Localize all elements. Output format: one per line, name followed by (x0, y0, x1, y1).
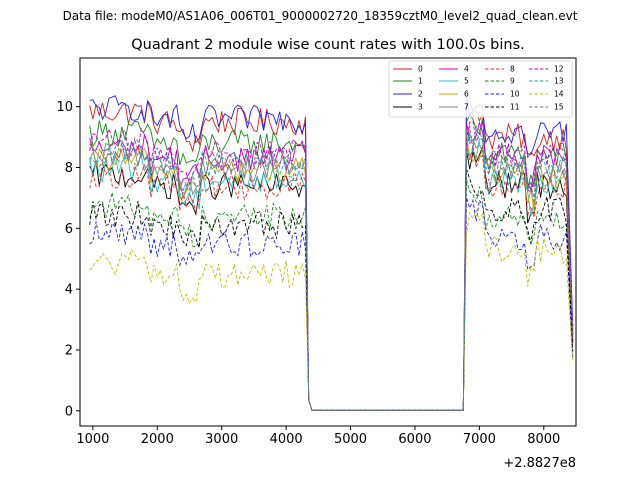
y-tick-label: 6 (65, 222, 73, 237)
legend-label-11: 11 (510, 103, 520, 112)
legend-label-4: 4 (464, 65, 469, 74)
axes-frame (79, 57, 577, 427)
legend-label-12: 12 (554, 65, 564, 74)
y-tick-label: 4 (65, 283, 73, 298)
chart-title: Quadrant 2 module wise count rates with … (131, 37, 525, 53)
legend-label-3: 3 (418, 103, 423, 112)
y-tick-label: 8 (65, 161, 73, 176)
legend-label-7: 7 (464, 103, 469, 112)
series-line-15 (89, 125, 574, 411)
legend-label-13: 13 (554, 77, 564, 86)
x-axis: 1000 2000 3000 4000 5000 6000 7000 8000 (76, 426, 560, 447)
series-line-8 (89, 145, 574, 411)
series-line-2 (89, 95, 574, 411)
x-tick-label: 4000 (270, 432, 303, 447)
x-tick-label: 2000 (141, 432, 174, 447)
legend-frame (388, 60, 573, 118)
series-group (89, 95, 574, 411)
y-tick-label: 10 (56, 100, 73, 115)
series-line-13 (89, 127, 574, 411)
legend-label-10: 10 (510, 90, 520, 99)
legend-label-5: 5 (464, 77, 469, 86)
series-line-1 (89, 114, 574, 411)
series-line-12 (89, 120, 574, 411)
legend-label-9: 9 (510, 77, 515, 86)
x-offset-label: +2.8827e8 (503, 456, 576, 471)
y-tick-label: 0 (65, 404, 73, 419)
x-tick-label: 5000 (334, 432, 367, 447)
legend-label-1: 1 (418, 77, 423, 86)
axes-background (80, 58, 576, 426)
legend-label-2: 2 (418, 90, 423, 99)
x-tick-label: 6000 (398, 432, 431, 447)
series-line-11 (89, 169, 574, 411)
x-tick-label: 8000 (527, 432, 560, 447)
legend-label-14: 14 (554, 90, 564, 99)
legend-label-15: 15 (554, 103, 564, 112)
plot-area (79, 57, 577, 427)
series-line-5 (89, 138, 574, 411)
legend-label-8: 8 (510, 65, 515, 74)
x-tick-label: 1000 (76, 432, 109, 447)
legend-label-0: 0 (418, 65, 423, 74)
legend-label-6: 6 (464, 90, 469, 99)
suptitle: Data file: modeM0/AS1A06_006T01_90000027… (63, 9, 578, 23)
y-tick-label: 2 (65, 343, 73, 358)
x-tick-label: 7000 (463, 432, 496, 447)
series-line-10 (89, 197, 574, 411)
x-tick-label: 3000 (205, 432, 238, 447)
series-line-14 (89, 208, 574, 411)
y-axis: 0 2 4 6 8 10 (56, 100, 80, 419)
series-line-6 (89, 139, 574, 411)
